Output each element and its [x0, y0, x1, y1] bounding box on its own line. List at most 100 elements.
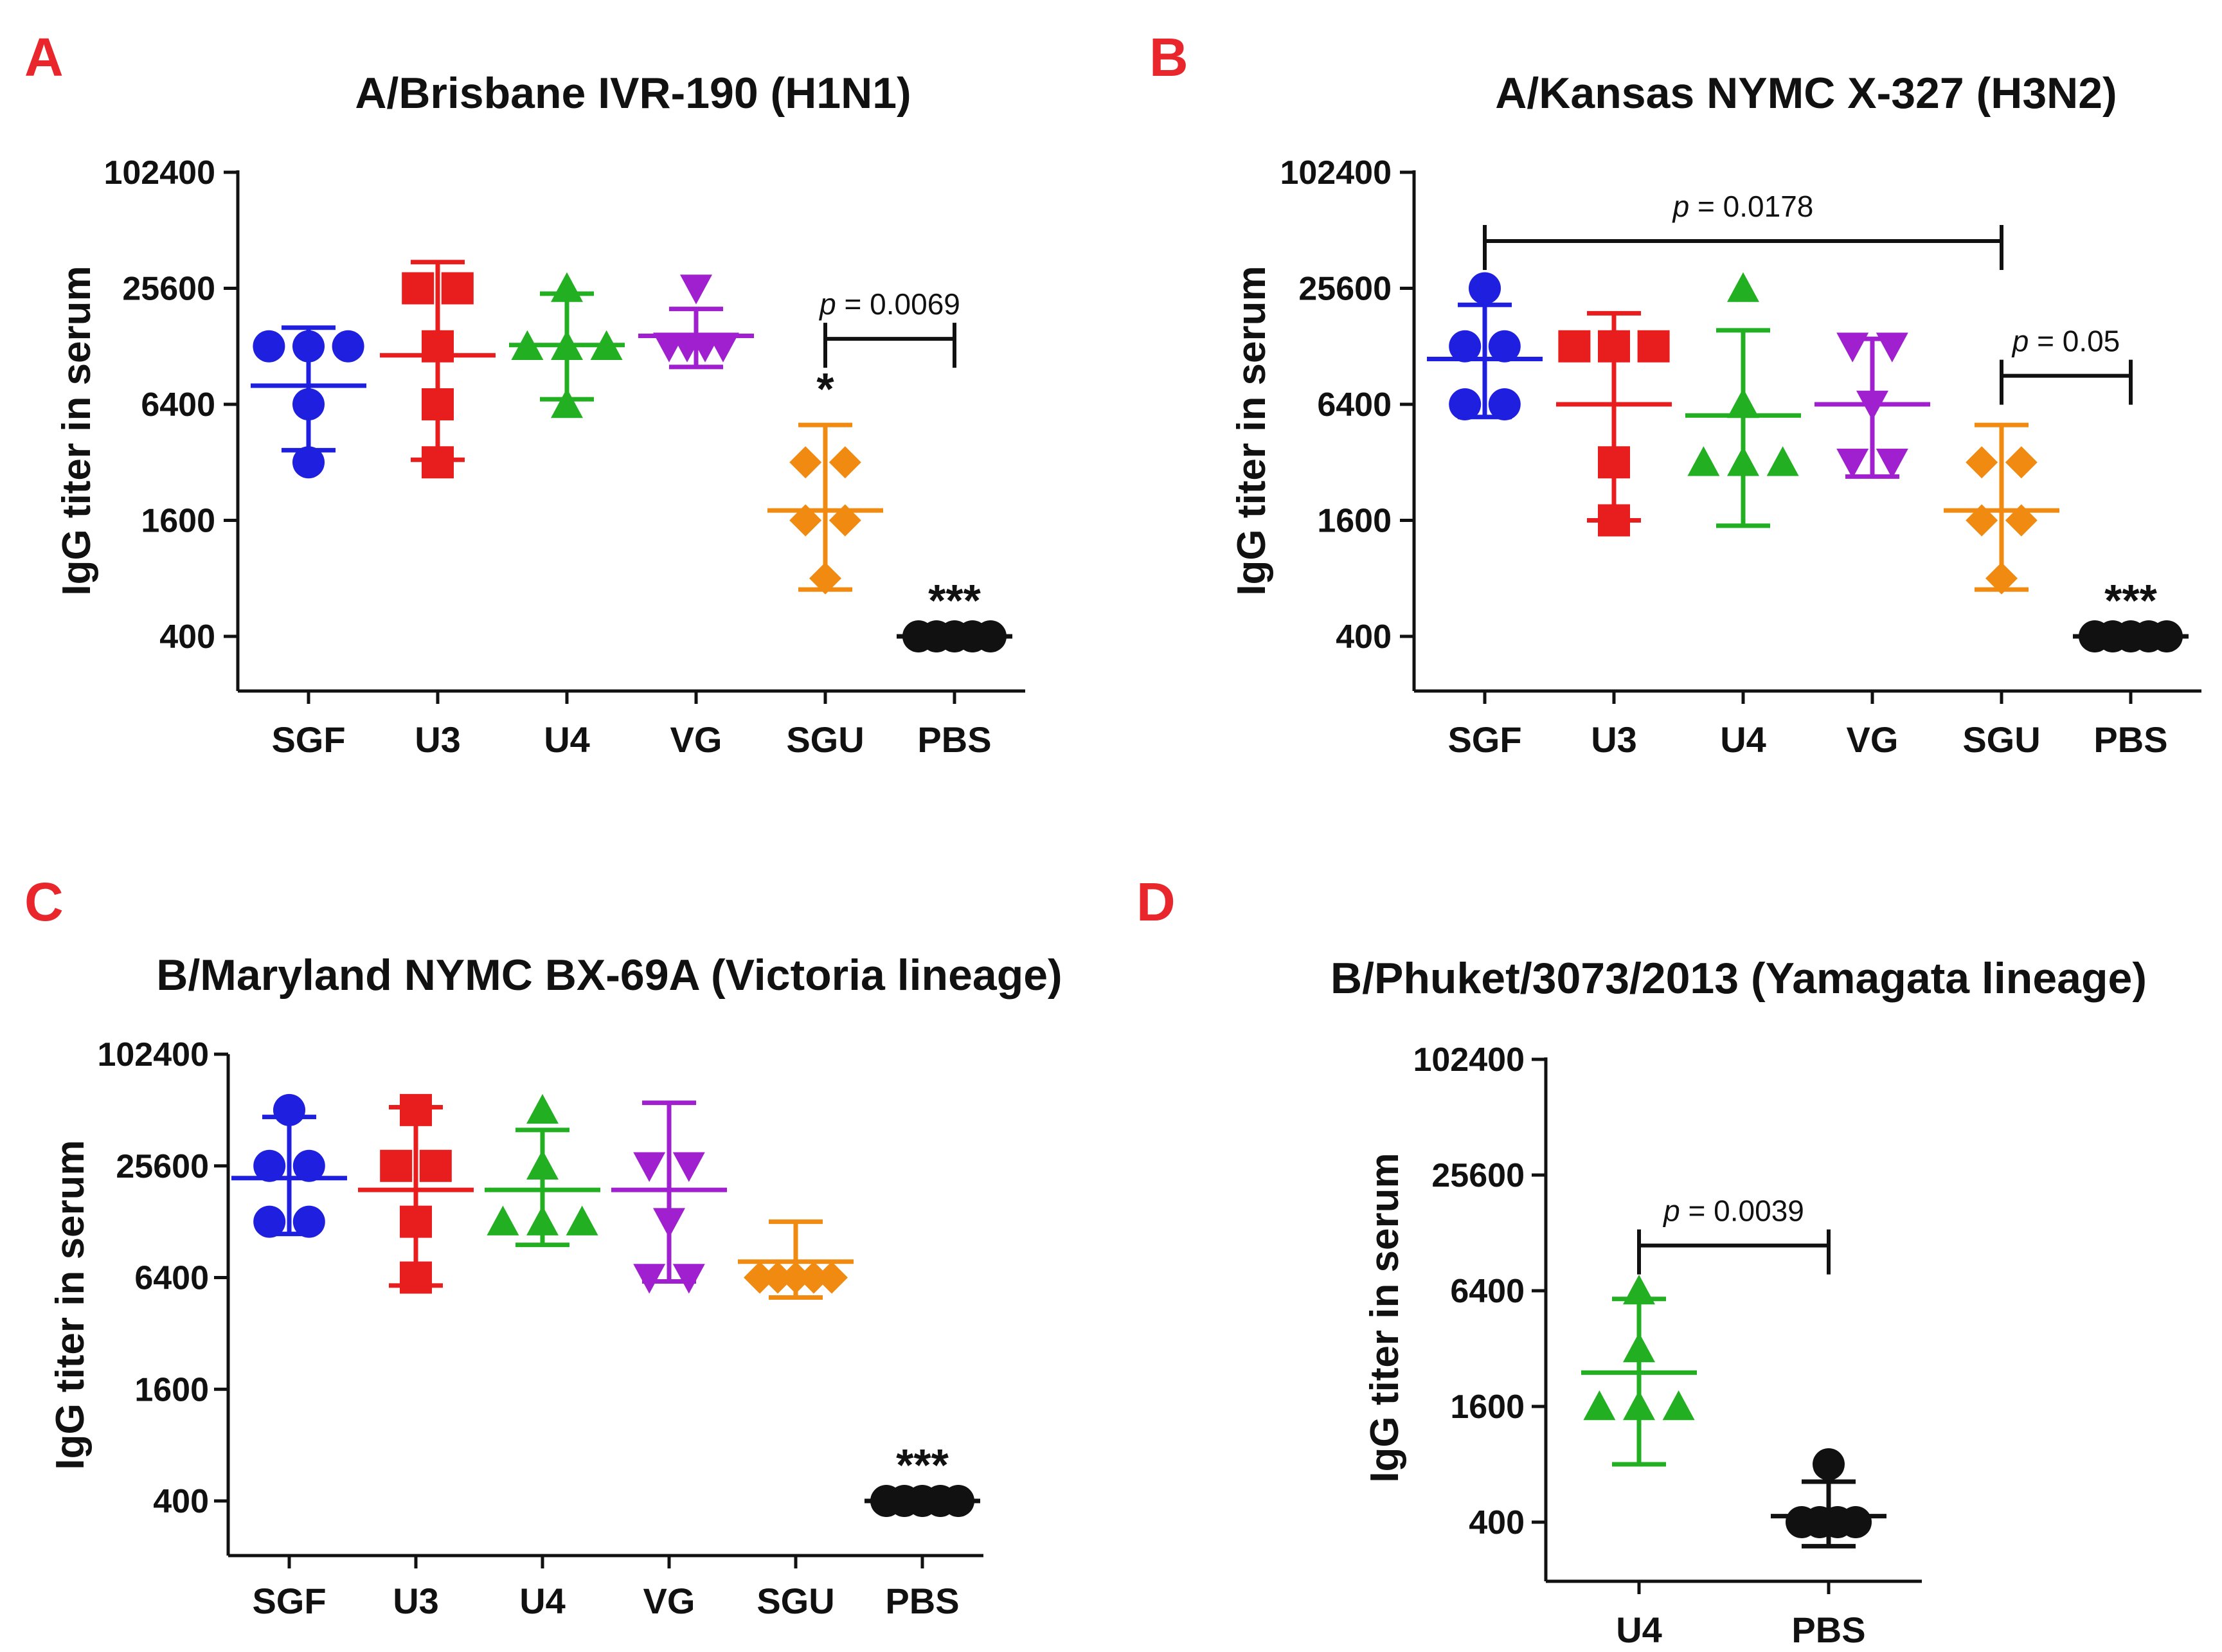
panel-b-letter: B — [1149, 27, 1188, 87]
panel-a-series-u3 — [380, 260, 496, 479]
data-point — [1876, 449, 1908, 479]
panel-d-comparison-bracket: p = 0.0039 — [1637, 1194, 1831, 1275]
data-point — [1623, 1275, 1655, 1305]
data-point — [1662, 1390, 1695, 1421]
panel-c-x-tick-label: VG — [643, 1581, 695, 1621]
panel-a: A A/Brisbane IVR-190 (H1N1) 400 1600 6400 256… — [24, 27, 1025, 760]
data-point — [1598, 504, 1630, 537]
panel-c-y-tick-label: 6400 — [134, 1260, 209, 1297]
data-point — [1583, 1390, 1616, 1421]
data-point — [789, 446, 822, 479]
panel-d: D B/Phuket/3073/2013 (Yamagata lineage) 40… — [1136, 872, 2147, 1650]
panel-a-y-tick-label: 400 — [159, 618, 215, 656]
panel-b-series-sgu — [1944, 422, 2059, 595]
data-point — [422, 446, 454, 479]
panel-a-y-label: IgG titer in serum — [55, 265, 99, 595]
panel-d-y-tick-label: 25600 — [1431, 1157, 1525, 1194]
data-point — [380, 1149, 413, 1182]
panel-a-y-tick-label: 102400 — [103, 154, 215, 192]
panel-b-y-tick-label: 400 — [1336, 618, 1392, 656]
panel-c-letter: C — [24, 872, 64, 932]
data-point — [1598, 330, 1630, 363]
panel-c-y-tick-label: 25600 — [116, 1148, 209, 1185]
data-point — [400, 1093, 432, 1126]
panel-a-x-tick-label: VG — [670, 719, 722, 760]
panel-d-x-tick-label: U4 — [1616, 1610, 1662, 1650]
panel-d-y-tick-label: 102400 — [1413, 1041, 1525, 1079]
panel-d-x-tick-label: PBS — [1791, 1610, 1865, 1650]
panel-a-title: A/Brisbane IVR-190 (H1N1) — [355, 69, 911, 118]
data-point — [1623, 1390, 1655, 1421]
data-point — [2005, 504, 2038, 537]
panel-b-p-value: p = 0.05 — [2011, 325, 2120, 358]
data-point — [253, 1149, 286, 1182]
data-point — [1637, 330, 1670, 363]
data-point — [400, 1205, 432, 1238]
data-point — [816, 1261, 848, 1294]
data-point — [2151, 620, 2183, 652]
data-point — [633, 1264, 666, 1294]
panel-c: C B/Maryland NYMC BX-69A (Victoria lineag… — [24, 872, 1062, 1621]
data-point — [789, 504, 822, 537]
data-point — [653, 1208, 685, 1238]
panel-b-x-tick-label: PBS — [2093, 719, 2167, 760]
data-point — [292, 1149, 325, 1182]
panel-a-x-tick-label: SGU — [786, 719, 864, 760]
panel-a-series-sgu — [767, 422, 883, 595]
panel-b-y-tick-label: 25600 — [1298, 271, 1392, 308]
panel-c-series-pbs — [865, 1485, 980, 1517]
data-point — [1985, 562, 2018, 595]
data-point — [1876, 332, 1908, 363]
panel-c-series-u3 — [358, 1093, 474, 1294]
data-point — [829, 504, 861, 537]
data-point — [292, 1205, 325, 1238]
panel-b-series-u3 — [1556, 310, 1672, 537]
data-point — [829, 446, 861, 479]
panel-d-letter: D — [1136, 872, 1176, 932]
panel-a-x-tick-label: U4 — [544, 719, 590, 760]
panel-b-y-tick-label: 1600 — [1317, 503, 1392, 540]
panel-a-series-vg — [638, 274, 754, 370]
panel-c-x-tick-label: SGU — [757, 1581, 834, 1621]
panel-b-series-pbs — [2073, 620, 2189, 652]
data-point — [526, 1093, 559, 1124]
data-point — [809, 562, 841, 595]
data-point — [1727, 388, 1759, 418]
panel-b-series-vg — [1814, 332, 1930, 479]
panel-a-p-value: p = 0.0069 — [818, 287, 960, 321]
panel-c-series-vg — [611, 1100, 727, 1294]
data-point — [487, 1205, 519, 1235]
data-point — [1813, 1448, 1845, 1480]
panel-a-x-tick-label: PBS — [917, 719, 991, 760]
panel-b-series-u4 — [1685, 272, 1801, 528]
data-point — [1836, 332, 1869, 363]
data-point — [672, 1264, 705, 1294]
panel-b-title: A/Kansas NYMC X-327 (H3N2) — [1495, 69, 2117, 118]
data-point — [253, 1205, 286, 1238]
panel-a-series-u4 — [509, 272, 625, 418]
panel-b-p-value: p = 0.0178 — [1672, 190, 1814, 223]
data-point — [1598, 446, 1630, 479]
panel-a-series-sgf — [251, 325, 366, 479]
data-point — [1449, 388, 1482, 420]
panel-c-x-tick-label: SGF — [252, 1581, 326, 1621]
panel-d-y-tick-label: 6400 — [1450, 1273, 1525, 1310]
data-point — [2005, 446, 2038, 479]
data-point — [419, 1149, 452, 1182]
data-point — [633, 1152, 666, 1182]
panel-c-series-u4 — [485, 1093, 600, 1248]
panel-b-comparison-bracket: p = 0.05 — [2000, 325, 2133, 405]
data-point — [422, 330, 454, 363]
panel-c-series-sgf — [231, 1093, 347, 1238]
panel-b-x-tick-label: SGF — [1447, 719, 1521, 760]
data-point — [762, 1261, 794, 1294]
panel-c-y-tick-label: 102400 — [97, 1036, 209, 1073]
panel-b-series-sgf — [1427, 272, 1543, 420]
panel-a-x-tick-label: SGF — [271, 719, 345, 760]
panel-d-series-pbs — [1771, 1448, 1886, 1549]
panel-c-x-tick-label: U3 — [393, 1581, 439, 1621]
panel-b-x-tick-label: U4 — [1720, 719, 1766, 760]
panel-a-series-pbs — [897, 620, 1012, 652]
panel-d-y-tick-label: 400 — [1469, 1504, 1525, 1541]
